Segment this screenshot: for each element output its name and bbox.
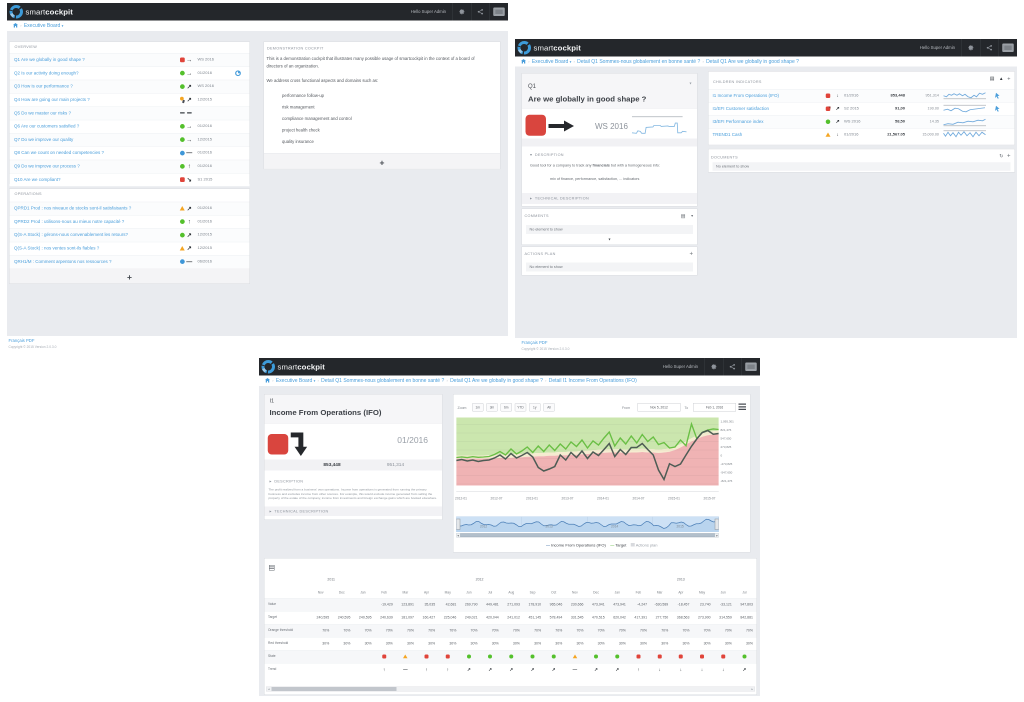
- svg-text:2013: 2013: [546, 525, 553, 529]
- svg-text:2014: 2014: [611, 525, 618, 529]
- svg-text:2015: 2015: [677, 525, 684, 529]
- svg-text:2012: 2012: [480, 525, 487, 529]
